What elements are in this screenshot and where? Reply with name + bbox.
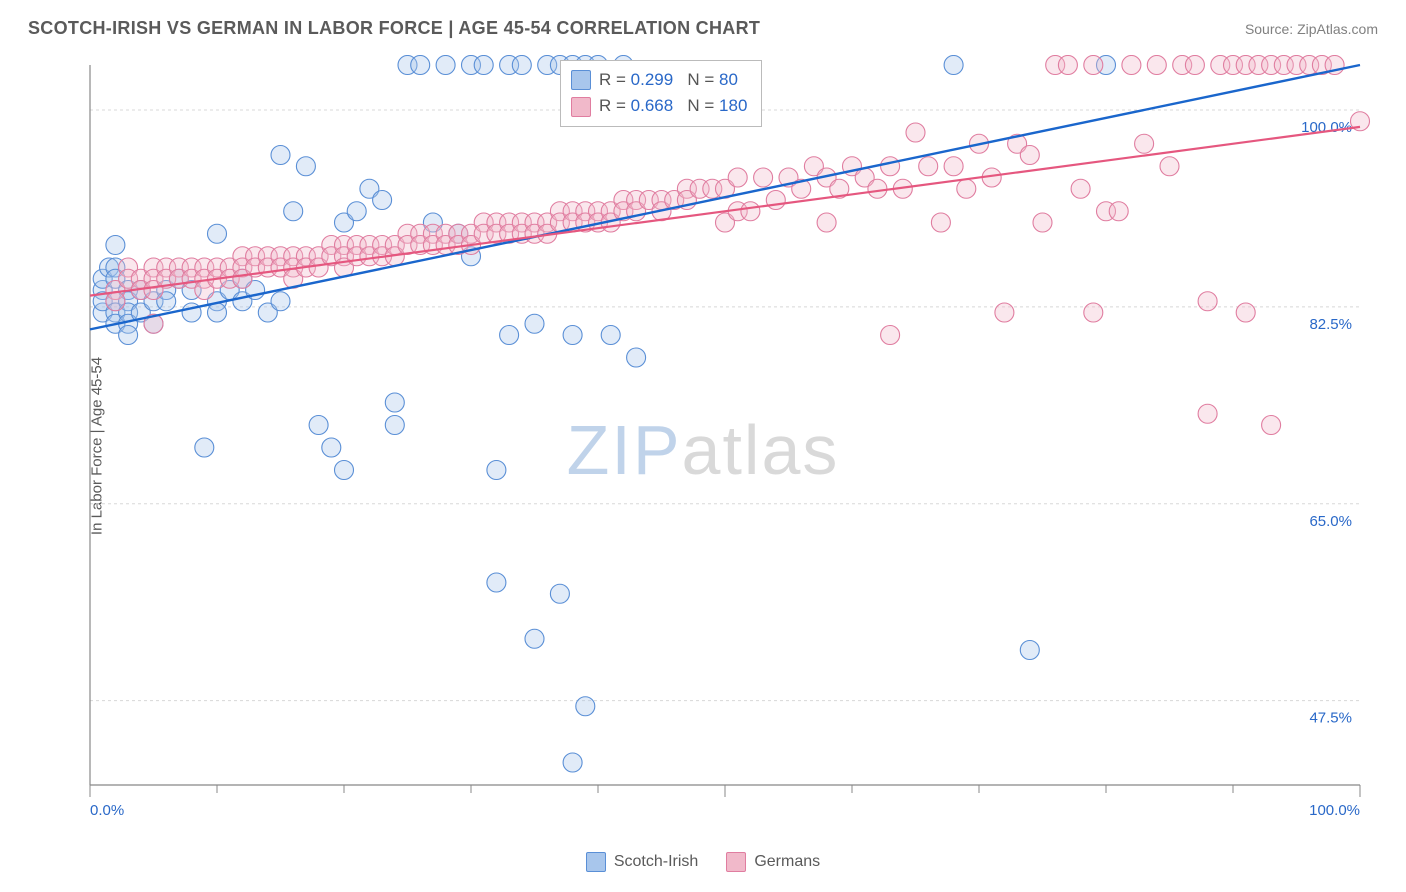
svg-text:47.5%: 47.5% [1309, 710, 1352, 727]
legend-swatch [571, 97, 591, 117]
source-label: Source: ZipAtlas.com [1245, 21, 1378, 37]
legend-item: Germans [726, 852, 820, 872]
chart-title: SCOTCH-IRISH VS GERMAN IN LABOR FORCE | … [28, 18, 760, 39]
stats-row: R = 0.299 N = 80 [571, 67, 747, 93]
stats-row: R = 0.668 N = 180 [571, 93, 747, 119]
legend-label: Germans [754, 853, 820, 871]
legend-item: Scotch-Irish [586, 852, 698, 872]
svg-text:100.0%: 100.0% [1309, 802, 1360, 815]
stats-legend-box: R = 0.299 N = 80R = 0.668 N = 180 [560, 60, 762, 127]
scatter-chart-svg: 47.5%65.0%82.5%100.0%0.0%100.0% [50, 55, 1380, 815]
chart-area: 47.5%65.0%82.5%100.0%0.0%100.0% [50, 55, 1380, 815]
legend-swatch [586, 852, 606, 872]
svg-text:65.0%: 65.0% [1309, 513, 1352, 530]
svg-text:82.5%: 82.5% [1309, 316, 1352, 333]
stats-text: R = 0.299 N = 80 [599, 67, 738, 93]
legend-swatch [571, 70, 591, 90]
chart-header: SCOTCH-IRISH VS GERMAN IN LABOR FORCE | … [0, 0, 1406, 49]
legend-label: Scotch-Irish [614, 853, 698, 871]
bottom-legend: Scotch-Irish Germans [0, 852, 1406, 872]
legend-swatch [726, 852, 746, 872]
stats-text: R = 0.668 N = 180 [599, 93, 747, 119]
svg-text:0.0%: 0.0% [90, 802, 124, 815]
